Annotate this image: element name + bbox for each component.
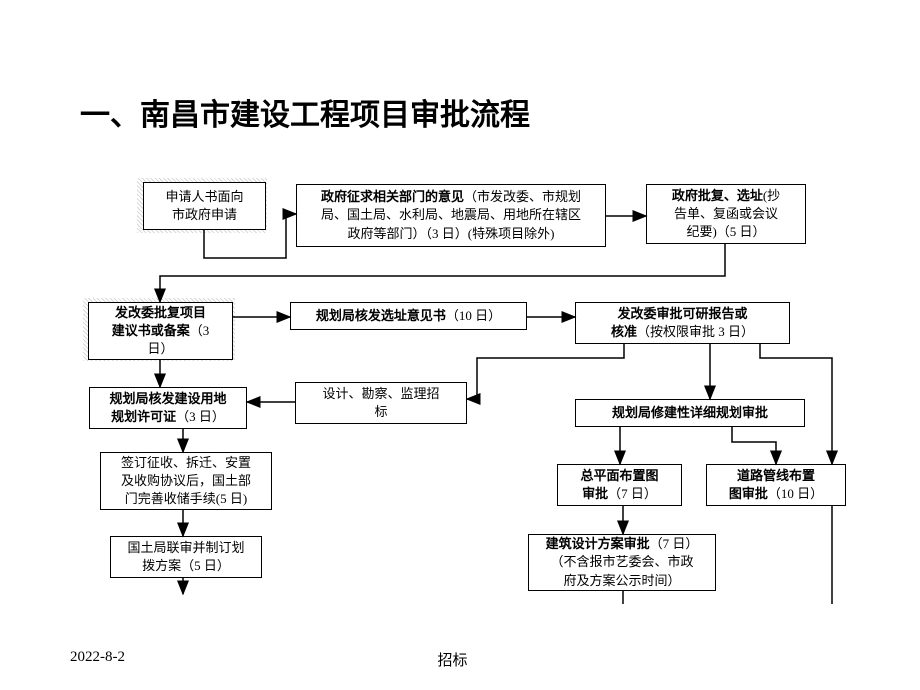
flow-node: 设计、勘察、监理招标 bbox=[295, 382, 467, 424]
flow-node: 发改委批复项目建议书或备案（3日） bbox=[88, 302, 233, 360]
flow-node: 规划局核发建设用地规划许可证（3 日） bbox=[89, 387, 247, 429]
flow-node: 规划局核发选址意见书（10 日） bbox=[290, 302, 527, 330]
flow-node: 总平面布置图审批（7 日） bbox=[557, 464, 682, 506]
flow-node: 道路管线布置图审批（10 日） bbox=[706, 464, 846, 506]
flowchart-canvas: 申请人书面向市政府申请政府征求相关部门的意见（市发改委、市规划局、国土局、水利局… bbox=[70, 174, 850, 634]
flow-node: 发改委审批可研报告或核准（按权限审批 3 日） bbox=[575, 302, 790, 344]
slide-footer: 2022-8-2 招标 bbox=[70, 649, 850, 670]
flow-node: 政府征求相关部门的意见（市发改委、市规划局、国土局、水利局、地震局、用地所在辖区… bbox=[296, 184, 606, 247]
flow-node: 国土局联审并制订划拨方案（5 日） bbox=[110, 536, 262, 578]
page-title: 一、南昌市建设工程项目审批流程 bbox=[80, 90, 850, 134]
flow-node: 建筑设计方案审批（7 日）（不含报市艺委会、市政府及方案公示时间） bbox=[528, 534, 716, 591]
flow-node: 规划局修建性详细规划审批 bbox=[575, 399, 805, 427]
flow-node: 政府批复、选址(抄告单、复函或会议纪要)（5 日） bbox=[646, 184, 806, 244]
flow-node: 签订征收、拆迁、安置及收购协议后，国土部门完善收储手续(5 日) bbox=[100, 452, 272, 510]
footer-label: 招标 bbox=[55, 649, 850, 670]
flow-node: 申请人书面向市政府申请 bbox=[143, 182, 266, 230]
